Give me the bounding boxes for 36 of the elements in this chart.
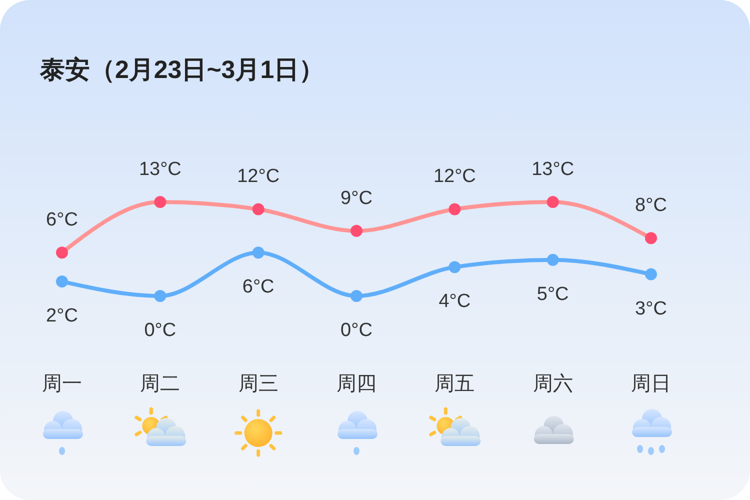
point	[448, 203, 461, 216]
point	[252, 246, 264, 259]
data-label: 0°C	[144, 320, 176, 341]
point	[154, 290, 166, 302]
data-label: 13°C	[138, 159, 182, 180]
data-label: 6°C	[242, 276, 274, 298]
point	[252, 203, 264, 216]
x-tick-label: 周二	[140, 373, 180, 395]
point	[645, 268, 657, 280]
x-tick-label: 周六	[532, 373, 573, 395]
data-label: 9°C	[340, 188, 372, 209]
point	[350, 224, 362, 237]
point	[56, 246, 68, 259]
chart-title: 泰安（2月23日~3月1日）	[39, 56, 324, 84]
x-tick-label: 周五	[434, 373, 475, 395]
point	[448, 261, 461, 274]
data-label: 12°C	[237, 166, 280, 188]
data-label: 4°C	[438, 291, 471, 312]
point	[350, 290, 362, 302]
data-label: 5°C	[536, 284, 569, 305]
x-tick-label: 周三	[238, 373, 278, 395]
point	[154, 196, 166, 208]
data-label: 2°C	[46, 306, 78, 327]
point	[645, 232, 657, 244]
x-tick-label: 周日	[631, 373, 671, 395]
data-label: 8°C	[635, 195, 667, 216]
data-label: 3°C	[635, 298, 667, 320]
point	[56, 276, 68, 288]
data-label: 12°C	[433, 166, 476, 188]
data-label: 13°C	[532, 159, 574, 180]
data-label: 0°C	[340, 320, 372, 341]
x-tick-label: 周一	[42, 373, 82, 395]
point	[546, 196, 559, 208]
point	[546, 254, 559, 266]
x-tick-label: 周四	[336, 373, 376, 395]
data-label: 6°C	[46, 210, 78, 231]
